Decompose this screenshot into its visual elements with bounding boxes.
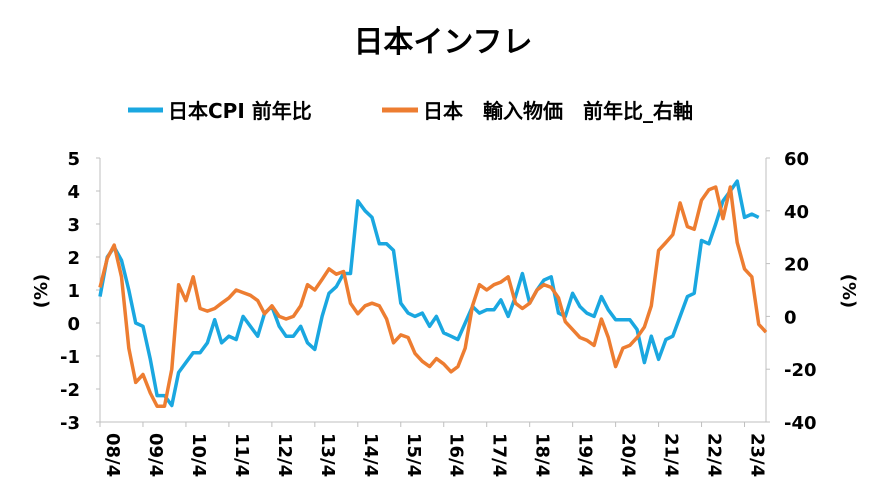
x-tick-label: 18/4 [532,433,553,477]
x-tick-label: 12/4 [274,433,295,477]
chart-title: 日本インフレ [353,25,532,60]
right-tick-label: 40 [784,202,809,223]
x-tick-label: 13/4 [317,433,338,477]
x-tick-label: 08/4 [102,433,123,477]
x-tick-label: 11/4 [231,433,252,477]
left-tick-label: -2 [60,380,80,401]
right-tick-label: -20 [784,360,817,381]
left-tick-label: 5 [67,149,80,170]
x-tick-label: 21/4 [661,433,682,477]
right-tick-label: -40 [784,413,817,434]
left-tick-label: 1 [67,281,80,302]
left-axis-ticks: 5 4 3 2 1 0 -1 -2 -3 [60,149,100,434]
x-tick-label: 16/4 [446,433,467,477]
legend: 日本CPI 前年比 日本 輸入物価 前年比_右軸 [128,99,693,123]
x-tick-label: 19/4 [575,433,596,477]
x-tick-label: 20/4 [618,433,639,477]
left-tick-label: 3 [67,215,80,236]
left-tick-label: 0 [67,314,80,335]
x-tick-label: 14/4 [360,433,381,477]
x-axis-ticks: 08/4 09/4 10/4 11/4 12/4 13/4 14/4 15/4 16/4 17/4… [99,422,768,477]
right-tick-label: 0 [784,307,797,328]
right-tick-label: 60 [784,149,809,170]
x-tick-label: 15/4 [403,433,424,477]
legend-label-import-price: 日本 輸入物価 前年比_右軸 [423,99,693,123]
series-line-cpi [98,179,760,408]
left-tick-label: -3 [60,413,80,434]
left-axis-label: (%) [31,274,52,309]
right-axis-ticks: 60 40 20 0 -20 -40 [766,149,817,434]
x-tick-label: 23/4 [747,433,768,477]
x-tick-label: 22/4 [704,433,725,477]
legend-label-cpi: 日本CPI 前年比 [168,99,312,123]
x-tick-label: 10/4 [188,433,209,477]
left-tick-label: 4 [67,182,80,203]
right-axis-label: (%) [838,274,859,309]
series-line-import-price [98,185,768,408]
left-tick-label: 2 [67,248,80,269]
left-tick-label: -1 [60,347,80,368]
x-tick-label: 17/4 [489,433,510,477]
right-tick-label: 20 [784,255,809,276]
x-tick-label: 09/4 [145,433,166,477]
